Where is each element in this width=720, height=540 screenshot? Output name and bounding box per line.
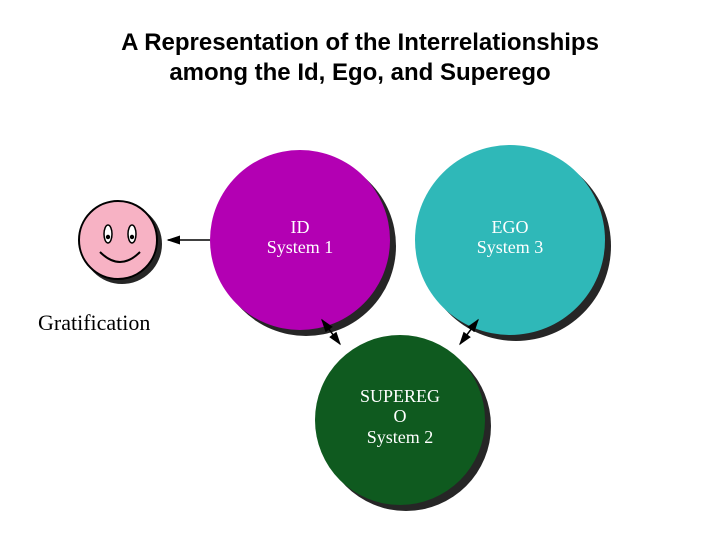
smiley-face-icon <box>80 202 156 278</box>
superego-label-3: System 2 <box>315 427 485 448</box>
diagram-stage: A Representation of the Interrelationshi… <box>0 0 720 540</box>
superego-label-1: SUPEREG <box>315 386 485 407</box>
diagram-title: A Representation of the Interrelationshi… <box>0 28 720 88</box>
id-node-label: ID System 1 <box>210 217 390 258</box>
ego-label-1: EGO <box>415 217 605 238</box>
ego-node-label: EGO System 3 <box>415 217 605 258</box>
smiley-face <box>78 200 158 280</box>
superego-label-2: O <box>315 406 485 427</box>
superego-node-label: SUPEREG O System 2 <box>315 386 485 448</box>
title-line-2: among the Id, Ego, and Superego <box>0 58 720 88</box>
id-label-1: ID <box>210 217 390 238</box>
gratification-label: Gratification <box>38 310 150 336</box>
id-label-2: System 1 <box>210 237 390 258</box>
ego-label-2: System 3 <box>415 237 605 258</box>
title-line-1: A Representation of the Interrelationshi… <box>0 28 720 58</box>
